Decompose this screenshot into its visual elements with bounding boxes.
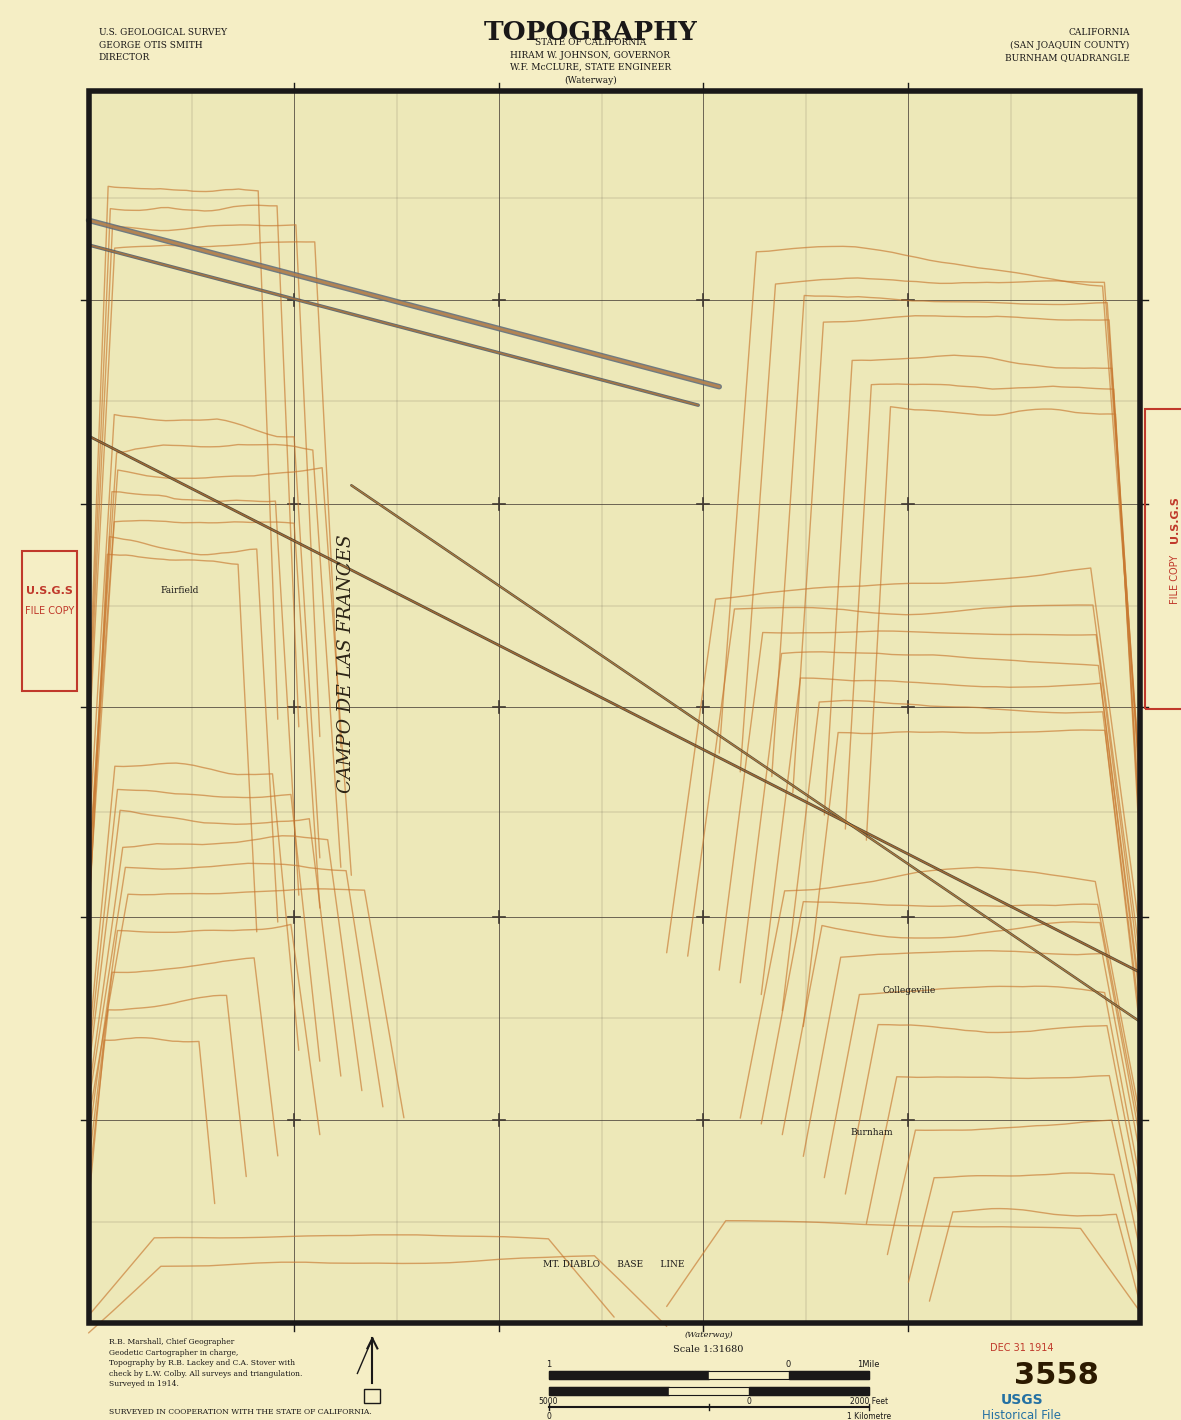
Text: R.B. Marshall, Chief Geographer
Geodetic Cartographer in charge,
Topography by R: R.B. Marshall, Chief Geographer Geodetic… [109, 1339, 302, 1387]
Text: 1 Kilometre: 1 Kilometre [847, 1413, 890, 1420]
Bar [668, 1387, 749, 1396]
Text: CALIFORNIA
(SAN JOAQUIN COUNTY)
BURNHAM QUADRANGLE: CALIFORNIA (SAN JOAQUIN COUNTY) BURNHAM … [1005, 28, 1130, 62]
Bar [709, 1372, 789, 1379]
Text: SURVEYED IN COOPERATION WITH THE STATE OF CALIFORNIA.: SURVEYED IN COOPERATION WITH THE STATE O… [109, 1409, 371, 1416]
Text: 5000: 5000 [539, 1397, 559, 1406]
Text: Scale 1:31680: Scale 1:31680 [673, 1345, 744, 1355]
Text: 0: 0 [746, 1397, 751, 1406]
Text: CAMPO DE LAS FRANCES: CAMPO DE LAS FRANCES [337, 535, 355, 794]
Text: Collegeville: Collegeville [882, 985, 935, 995]
Bar [549, 1387, 668, 1396]
Text: USGS: USGS [1000, 1393, 1043, 1407]
Text: 2000 Feet: 2000 Feet [849, 1397, 888, 1406]
Text: FILE COPY: FILE COPY [1169, 555, 1180, 604]
Bar [549, 1372, 709, 1379]
Bar [89, 91, 1140, 1323]
Bar [749, 1387, 868, 1396]
Bar [1144, 409, 1181, 709]
Bar [549, 1372, 868, 1379]
Text: DEC 31 1914: DEC 31 1914 [990, 1343, 1053, 1353]
Text: 0: 0 [787, 1360, 791, 1369]
Bar [89, 91, 1140, 1323]
Text: (Waterway): (Waterway) [684, 1332, 733, 1339]
Text: STATE OF CALIFORNIA
HIRAM W. JOHNSON, GOVERNOR
W.F. McCLURE, STATE ENGINEER
(Wat: STATE OF CALIFORNIA HIRAM W. JOHNSON, GO… [510, 38, 671, 85]
Text: U.S.G.S: U.S.G.S [26, 586, 73, 596]
Bar [89, 91, 1140, 1323]
Text: TOPOGRAPHY: TOPOGRAPHY [484, 20, 697, 45]
Bar [549, 1387, 868, 1396]
Text: Historical File: Historical File [983, 1410, 1061, 1420]
Text: FILE COPY: FILE COPY [25, 606, 74, 616]
Text: 3558: 3558 [1014, 1362, 1100, 1390]
Text: MT. DIABLO      BASE      LINE: MT. DIABLO BASE LINE [543, 1260, 685, 1269]
Text: Burnham: Burnham [850, 1127, 893, 1137]
Bar [365, 1389, 380, 1403]
Text: Fairfield: Fairfield [161, 585, 198, 595]
Text: 1: 1 [546, 1360, 552, 1369]
Text: U.S. GEOLOGICAL SURVEY
GEORGE OTIS SMITH
DIRECTOR: U.S. GEOLOGICAL SURVEY GEORGE OTIS SMITH… [98, 28, 227, 62]
Bar [22, 551, 77, 692]
Text: 0: 0 [546, 1413, 552, 1420]
Text: 1Mile: 1Mile [857, 1360, 880, 1369]
Text: U.S.G.S: U.S.G.S [1169, 496, 1180, 542]
Bar [789, 1372, 868, 1379]
